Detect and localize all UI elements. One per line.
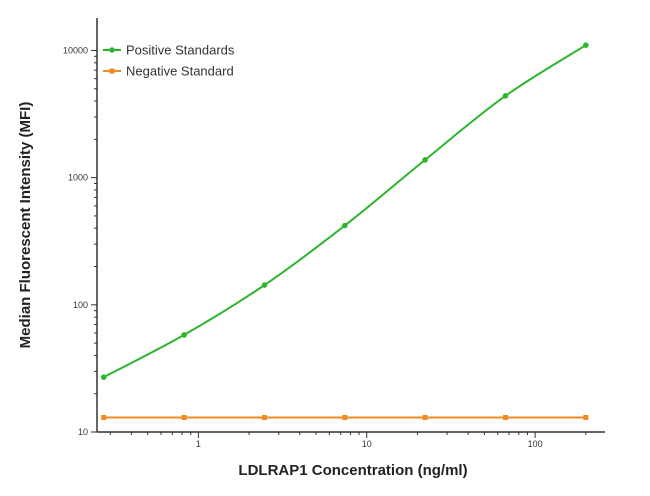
legend-label: Negative Standard: [126, 64, 234, 79]
y-tick-label: 100: [73, 300, 88, 310]
data-point: [583, 415, 589, 421]
x-tick-label: 100: [528, 439, 543, 449]
data-point: [342, 222, 348, 229]
legend-marker: [109, 47, 115, 53]
series-layer: [100, 42, 589, 421]
data-point: [181, 415, 187, 421]
data-point: [422, 415, 428, 421]
data-point: [503, 415, 509, 421]
legend-label: Positive Standards: [126, 43, 235, 58]
series-line-0: [103, 44, 587, 378]
x-ticks: 1 10 100: [109, 432, 587, 449]
x-tick-label: 10: [362, 439, 372, 449]
data-point: [583, 42, 589, 49]
data-point: [101, 415, 107, 421]
y-ticks: 10 100 1000 10000: [63, 45, 97, 437]
legend-marker: [109, 68, 115, 74]
legend: Positive Standards Negative Standard: [103, 43, 235, 79]
x-tick-label: 1: [196, 439, 201, 449]
y-tick-label: 10000: [63, 45, 88, 55]
data-point: [502, 93, 509, 99]
y-tick-label: 10: [78, 427, 88, 437]
x-axis-title: LDLRAP1 Concentration (ng/ml): [238, 462, 467, 479]
y-axis-title: Median Fluorescent Intensity (MFI): [17, 102, 34, 349]
data-point: [261, 415, 267, 421]
data-point: [261, 282, 268, 288]
data-point: [422, 157, 428, 163]
data-point: [342, 415, 348, 421]
data-point: [181, 332, 187, 338]
y-tick-label: 1000: [68, 173, 88, 183]
data-point: [100, 374, 107, 380]
